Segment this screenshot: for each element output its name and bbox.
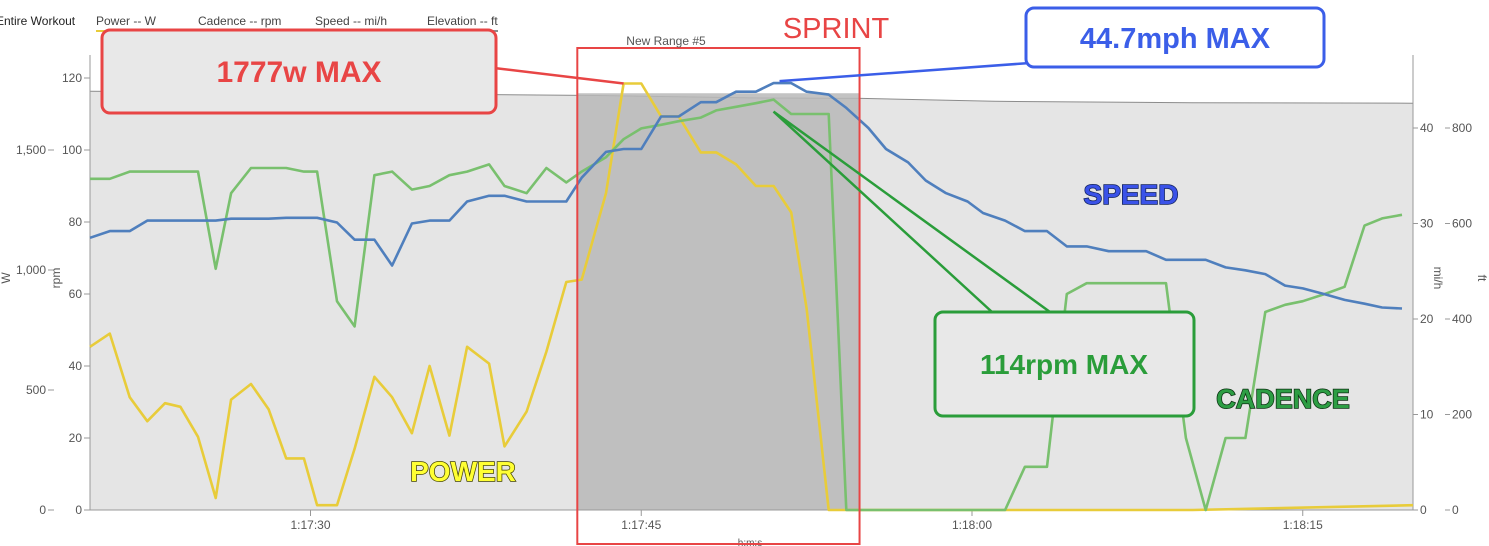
cadence-max-callout: 114rpm MAX	[772, 110, 1196, 418]
ft-ticks-label: 600	[1452, 217, 1472, 231]
rpm-ticks-label: 80	[69, 215, 83, 229]
time-tick-label: 1:18:15	[1283, 518, 1323, 532]
watts-axis-ticks: 0 500 1,000 1,500	[16, 143, 54, 517]
speed-max-box	[1024, 6, 1326, 69]
rpm-axis-ticks: 0 20 40 60 80 100 120	[62, 71, 90, 517]
cadence-line[interactable]	[90, 98, 1403, 512]
time-tick-label: 1:17:30	[290, 518, 330, 532]
w-axis-title: W	[0, 272, 13, 284]
ft-ticks-label: 200	[1452, 408, 1472, 422]
power-line[interactable]	[89, 82, 1414, 512]
x-axis-title: h:m:s	[738, 538, 762, 546]
rpm-ticks-label: 0	[75, 503, 82, 517]
w-ticks-label: 0	[39, 503, 46, 517]
rpm-ticks-label: 100	[62, 143, 82, 157]
sprint-label: SPRINT	[783, 13, 890, 45]
speed-line[interactable]	[89, 81, 1403, 310]
mph-ticks-label: 10	[1420, 408, 1434, 422]
speed-max-callout: 44.7mph MAX	[779, 6, 1326, 83]
mph-ticks-label: 40	[1420, 121, 1434, 135]
mph-ticks-label: 0	[1420, 503, 1427, 517]
rpm-ticks-label: 40	[69, 359, 83, 373]
sprint-range-shade	[577, 93, 860, 511]
time-tick-label: 1:18:00	[952, 518, 992, 532]
cadence-series-label: CADENCE	[1216, 384, 1350, 414]
w-ticks-label: 500	[26, 383, 46, 397]
w-ticks-label: 1,500	[16, 143, 46, 157]
ft-ticks-label: 400	[1452, 312, 1472, 326]
speed-max-pointer	[779, 61, 1031, 83]
view-label[interactable]: Entire Workout	[0, 14, 76, 28]
time-axis-ticks: 1:17:30 1:17:45 1:18:00 1:18:15	[290, 510, 1323, 532]
rpm-ticks-label: 60	[69, 287, 83, 301]
mph-axis-ticks: 0 10 20 30 40	[1413, 121, 1434, 517]
ft-axis-ticks: 0 200 400 600 800	[1445, 121, 1472, 517]
rpm-axis-title: rpm	[49, 268, 63, 289]
cadence-max-box	[933, 310, 1196, 418]
power-series-label: POWER	[410, 456, 516, 487]
power-max-callout: 1777w MAX	[100, 28, 624, 115]
ft-axis-title: ft	[1475, 275, 1489, 282]
speed-max-text: 44.7mph MAX	[1080, 23, 1271, 55]
cadence-max-text: 114rpm MAX	[980, 349, 1148, 380]
sprint-range-outline	[576, 47, 861, 545]
power-max-box	[100, 28, 498, 115]
w-ticks-label: 1,000	[16, 263, 46, 277]
cadence-max-pointer	[772, 110, 1051, 314]
mph-axis-title: mi/h	[1431, 267, 1445, 290]
ft-ticks-label: 0	[1452, 503, 1459, 517]
ft-ticks-label: 800	[1452, 121, 1472, 135]
time-tick-label: 1:17:45	[621, 518, 661, 532]
mph-ticks-label: 30	[1420, 217, 1434, 231]
mph-ticks-label: 20	[1420, 312, 1434, 326]
speed-series-label: SPEED	[1084, 179, 1179, 210]
range-label: New Range #5	[626, 34, 706, 48]
rpm-ticks-label: 120	[62, 71, 82, 85]
rpm-ticks-label: 20	[69, 431, 83, 445]
power-max-text: 1777w MAX	[216, 56, 381, 89]
power-max-pointer	[493, 66, 624, 85]
